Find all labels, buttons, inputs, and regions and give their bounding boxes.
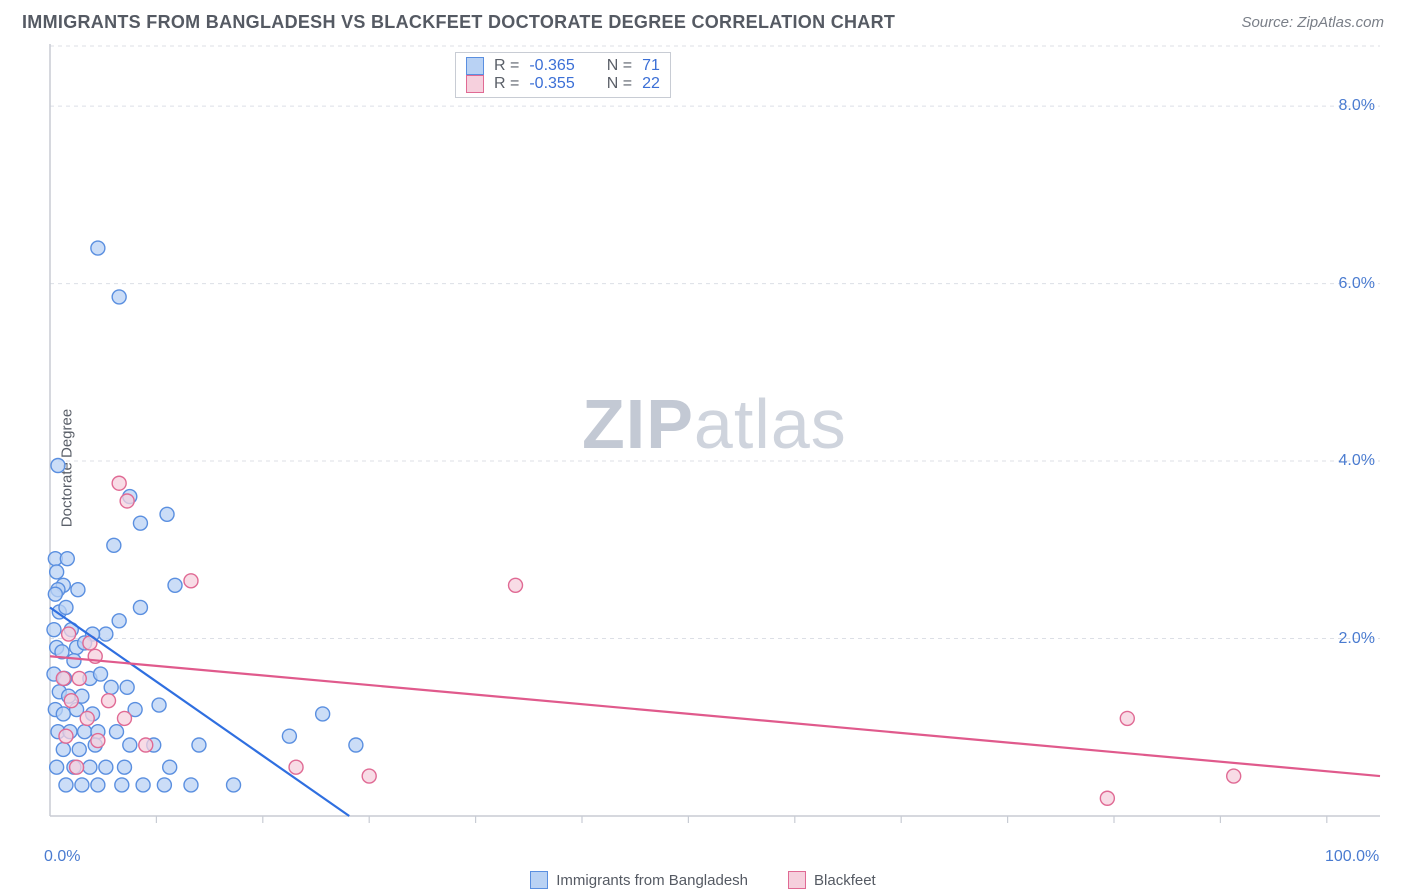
x-tick-label: 0.0%	[44, 848, 80, 866]
x-axis-tick-labels: 0.0% 100.0%	[0, 848, 1380, 866]
x-tick-label: 100.0%	[1325, 848, 1379, 866]
chart-title: IMMIGRANTS FROM BANGLADESH VS BLACKFEET …	[22, 12, 895, 33]
source-attribution: Source: ZipAtlas.com	[1241, 14, 1384, 31]
legend-label: Blackfeet	[814, 872, 876, 889]
legend-swatch	[466, 75, 484, 93]
stat-legend: R = -0.365N = 71R = -0.355N = 22	[455, 52, 671, 98]
legend-item: Immigrants from Bangladesh	[530, 871, 748, 889]
stat-legend-row: R = -0.365N = 71	[466, 57, 660, 75]
legend-swatch	[466, 57, 484, 75]
y-tick-label: 8.0%	[1339, 97, 1375, 115]
series-legend: Immigrants from Bangladesh Blackfeet	[0, 871, 1406, 889]
scatter-plot	[0, 44, 1390, 846]
chart-area: Doctorate Degree ZIPatlas 2.0%4.0%6.0%8.…	[0, 44, 1406, 892]
legend-item: Blackfeet	[788, 871, 876, 889]
legend-swatch	[788, 871, 806, 889]
stat-legend-row: R = -0.355N = 22	[466, 75, 660, 93]
y-tick-label: 2.0%	[1339, 630, 1375, 648]
legend-label: Immigrants from Bangladesh	[556, 872, 748, 889]
legend-swatch	[530, 871, 548, 889]
y-tick-label: 4.0%	[1339, 452, 1375, 470]
y-tick-label: 6.0%	[1339, 275, 1375, 293]
y-axis-tick-labels: 2.0% 4.0% 6.0% 8.0%	[1320, 44, 1375, 816]
